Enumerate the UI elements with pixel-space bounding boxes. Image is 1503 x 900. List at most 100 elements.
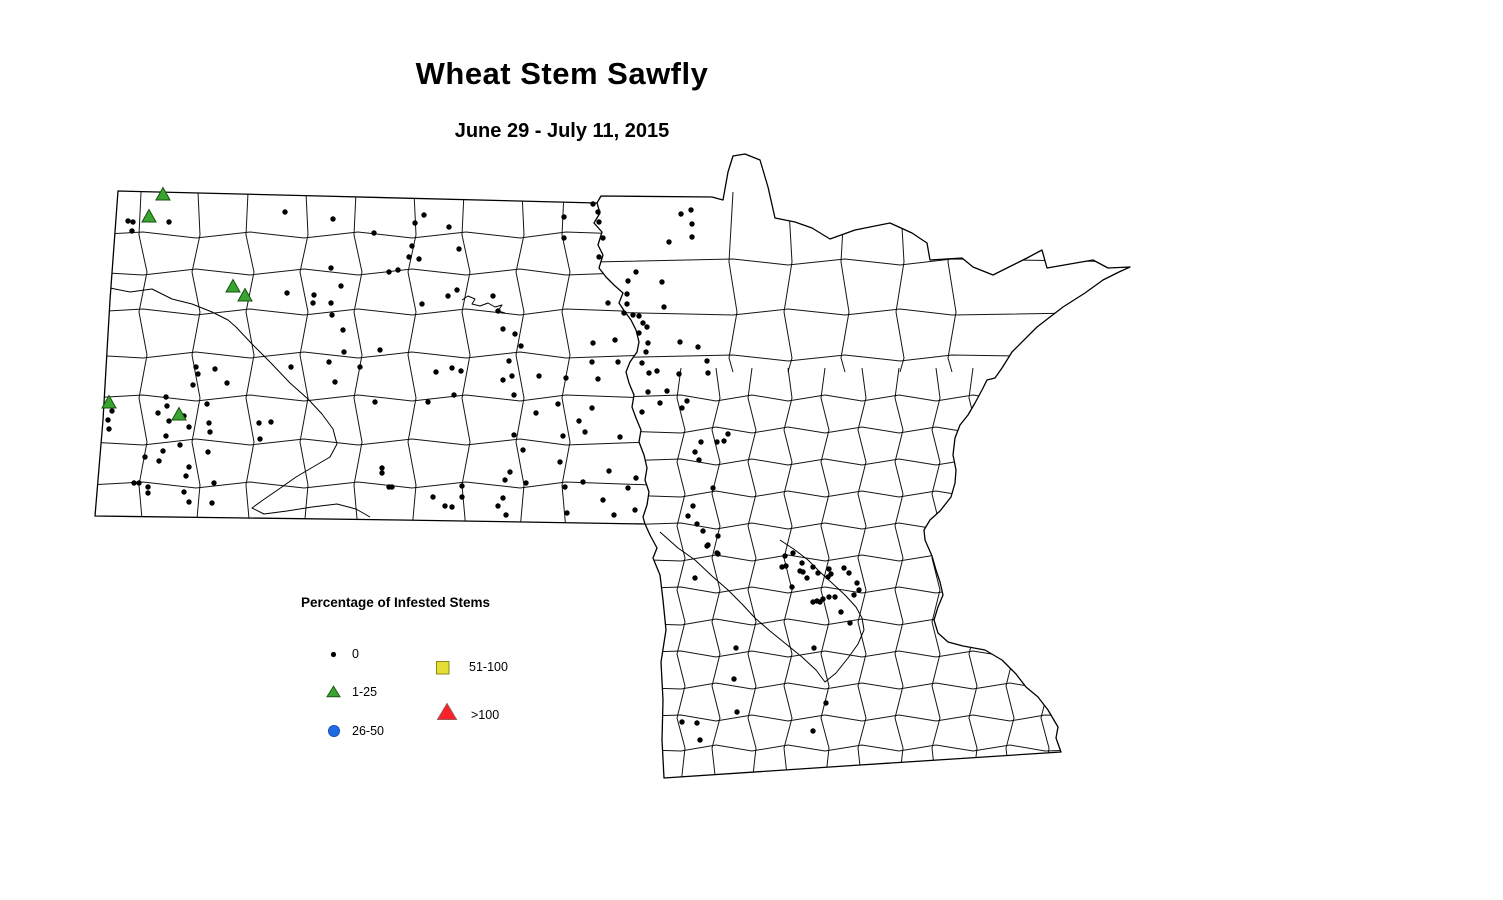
survey-dot-0pct [500, 326, 506, 332]
survey-dot-0pct [561, 214, 567, 220]
survey-dot-0pct [419, 301, 425, 307]
survey-dot-0pct [657, 400, 663, 406]
survey-dot-0pct [596, 219, 602, 225]
survey-dot-0pct [832, 594, 838, 600]
survey-dot-0pct [328, 300, 334, 306]
survey-dot-0pct [731, 676, 737, 682]
survey-dot-0pct [689, 234, 695, 240]
survey-dot-0pct [156, 458, 162, 464]
survey-dot-0pct [136, 480, 142, 486]
survey-dot-0pct [555, 401, 561, 407]
survey-dot-0pct [442, 503, 448, 509]
survey-dot-0pct [654, 368, 660, 374]
survey-dot-0pct [454, 287, 460, 293]
survey-dot-0pct [692, 449, 698, 455]
survey-dot-0pct [328, 265, 334, 271]
survey-dot-0pct [379, 465, 385, 471]
survey-dot-0pct [288, 364, 294, 370]
survey-dot-0pct [589, 405, 595, 411]
survey-dot-0pct [678, 211, 684, 217]
survey-dot-0pct [386, 269, 392, 275]
survey-dot-0pct [557, 459, 563, 465]
survey-dot-0pct [533, 410, 539, 416]
survey-dot-0pct [596, 254, 602, 260]
survey-dot-0pct [181, 489, 187, 495]
survey-dot-0pct [595, 376, 601, 382]
survey-dot-0pct [659, 279, 665, 285]
survey-dot-0pct [625, 485, 631, 491]
survey-dot-0pct [825, 574, 831, 580]
survey-dot-0pct [211, 480, 217, 486]
survey-dot-0pct [155, 410, 161, 416]
survey-dot-0pct [166, 418, 172, 424]
survey-dot-0pct [502, 477, 508, 483]
survey-dot-0pct [209, 500, 215, 506]
survey-dot-0pct [109, 408, 115, 414]
survey-dot-0pct [183, 473, 189, 479]
survey-dot-0pct [207, 429, 213, 435]
survey-dot-0pct [645, 389, 651, 395]
survey-dot-0pct [617, 434, 623, 440]
survey-dot-0pct [446, 224, 452, 230]
survey-dot-0pct [451, 392, 457, 398]
survey-dot-0pct [416, 256, 422, 262]
page-subtitle: June 29 - July 11, 2015 [454, 120, 670, 142]
survey-dot-0pct [695, 344, 701, 350]
survey-dot-0pct [847, 620, 853, 626]
survey-dot-0pct [445, 293, 451, 299]
survey-dot-0pct [820, 596, 826, 602]
survey-dot-0pct [690, 503, 696, 509]
survey-dot-0pct [409, 243, 415, 249]
survey-dot-0pct [212, 366, 218, 372]
survey-dot-0pct [206, 420, 212, 426]
survey-dot-0pct [676, 371, 682, 377]
survey-dot-0pct [503, 512, 509, 518]
survey-dot-0pct [696, 457, 702, 463]
survey-dot-0pct [846, 570, 852, 576]
survey-dot-0pct [605, 300, 611, 306]
survey-dot-0pct [704, 358, 710, 364]
survey-dot-0pct [421, 212, 427, 218]
survey-dot-0pct [560, 433, 566, 439]
survey-dot-0pct [205, 449, 211, 455]
survey-dot-0pct [433, 369, 439, 375]
survey-dot-0pct [326, 359, 332, 365]
survey-dot-0pct [689, 221, 695, 227]
survey-dot-0pct [145, 490, 151, 496]
survey-dot-0pct [511, 432, 517, 438]
survey-dot-0pct [715, 533, 721, 539]
survey-dot-0pct [564, 510, 570, 516]
survey-dot-0pct [284, 290, 290, 296]
survey-dot-0pct [106, 426, 112, 432]
north-dakota-outline [94, 190, 650, 525]
survey-dot-0pct [851, 592, 857, 598]
survey-dot-0pct [576, 418, 582, 424]
survey-dot-0pct [459, 494, 465, 500]
survey-dot-0pct [430, 494, 436, 500]
survey-dot-0pct [282, 209, 288, 215]
survey-dot-0pct [600, 497, 606, 503]
survey-dot-0pct [195, 371, 201, 377]
survey-dot-0pct [131, 480, 137, 486]
survey-dot-0pct [779, 564, 785, 570]
survey-dot-0pct [590, 201, 596, 207]
survey-dot-0pct [166, 219, 172, 225]
survey-dot-0pct [639, 409, 645, 415]
survey-dot-0pct [562, 484, 568, 490]
survey-dot-0pct [721, 438, 727, 444]
survey-dot-0pct [621, 310, 627, 316]
survey-dot-0pct [224, 380, 230, 386]
survey-dot-0pct [643, 349, 649, 355]
survey-dot-0pct [163, 394, 169, 400]
survey-dot-0pct [536, 373, 542, 379]
survey-dot-0pct [733, 645, 739, 651]
survey-dot-0pct [582, 429, 588, 435]
north-dakota-county-lines [95, 191, 649, 524]
survey-dot-0pct [561, 235, 567, 241]
survey-dot-0pct [379, 470, 385, 476]
survey-dot-0pct [310, 300, 316, 306]
survey-dot-0pct [595, 209, 601, 215]
survey-dot-0pct [507, 469, 513, 475]
survey-dot-0pct [734, 709, 740, 715]
